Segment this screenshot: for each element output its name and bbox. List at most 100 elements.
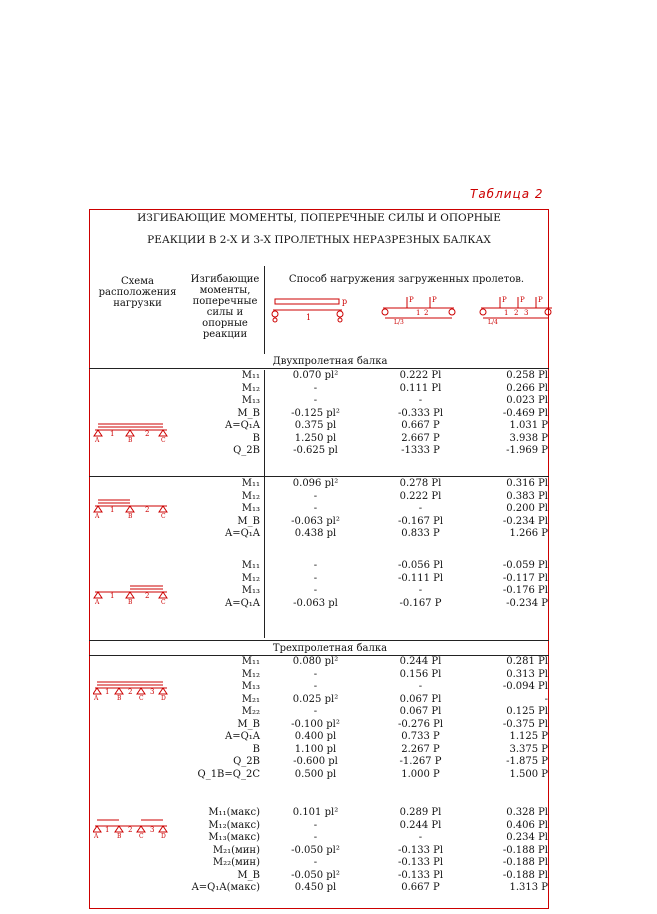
row-label: M₁₂ bbox=[241, 382, 260, 394]
table-cell: 0.200 Pl bbox=[506, 503, 548, 514]
table-cell: - bbox=[418, 503, 423, 514]
table-cell: -0.600 pl bbox=[293, 756, 338, 767]
svg-text:1: 1 bbox=[416, 309, 420, 317]
row-label: M₁₁ bbox=[241, 560, 260, 571]
table-cell: -0.111 Pl bbox=[397, 572, 444, 584]
svg-text:P: P bbox=[520, 296, 525, 304]
row-label: Q_2B bbox=[233, 756, 260, 767]
table-cell: -0.133 Pl bbox=[397, 844, 444, 856]
table-cell: 1.266 P bbox=[509, 528, 548, 539]
row-label: M₂₁(мин) bbox=[212, 844, 260, 856]
table-cell: - bbox=[313, 857, 318, 868]
table-cell: - bbox=[313, 819, 318, 831]
table-cell: 0.281 Pl bbox=[506, 656, 548, 667]
table-cell: 0.156 Pl bbox=[399, 668, 442, 680]
table-cell: 0.406 Pl bbox=[506, 819, 548, 831]
column-header-schema: Схема расположения нагрузки bbox=[98, 276, 177, 309]
svg-text:B: B bbox=[117, 695, 122, 700]
table-cell: -0.469 Pl bbox=[502, 407, 548, 419]
table-cell: - bbox=[313, 706, 318, 717]
row-label: M₁₂(макс) bbox=[208, 819, 260, 831]
table-cell: -0.117 Pl bbox=[502, 572, 548, 584]
table-cell: -0.176 Pl bbox=[502, 585, 548, 596]
table-label: Таблица 2 bbox=[470, 187, 544, 201]
table-cell: 2.667 P bbox=[401, 432, 440, 444]
svg-text:3: 3 bbox=[524, 309, 528, 317]
table-cell: 0.111 Pl bbox=[399, 382, 442, 394]
section-title-three-span: Трехпролетная балка bbox=[272, 643, 388, 654]
table-cell: -1.875 P bbox=[506, 756, 548, 767]
table-cell: - bbox=[313, 668, 318, 680]
svg-text:1: 1 bbox=[110, 592, 114, 600]
table-cell: 0.313 Pl bbox=[506, 668, 548, 680]
row-label: B bbox=[252, 432, 260, 444]
table-cell: - bbox=[313, 503, 318, 514]
row-label: M₂₁ bbox=[241, 693, 260, 705]
row-label: M_B bbox=[237, 515, 260, 527]
table-cell: -0.133 Pl bbox=[397, 869, 444, 881]
table-cell: -1.267 P bbox=[399, 756, 442, 767]
table-cell: 0.316 Pl bbox=[506, 478, 548, 489]
svg-text:2: 2 bbox=[514, 309, 518, 317]
table-cell: 0.234 Pl bbox=[506, 832, 548, 843]
table-cell: 1.031 P bbox=[509, 420, 548, 431]
svg-text:A: A bbox=[93, 833, 99, 838]
svg-text:2: 2 bbox=[145, 592, 149, 600]
table-cell: 0.080 pl² bbox=[292, 656, 339, 667]
table-cell: 0.383 Pl bbox=[506, 490, 548, 502]
svg-text:2: 2 bbox=[128, 688, 132, 696]
table-cell: -0.333 Pl bbox=[397, 407, 444, 419]
table-cell: 0.067 Pl bbox=[399, 693, 442, 705]
svg-text:3: 3 bbox=[150, 688, 154, 696]
table-cell: - bbox=[418, 832, 423, 843]
svg-text:2: 2 bbox=[145, 430, 149, 438]
table-cell: -0.125 pl² bbox=[291, 407, 340, 419]
svg-text:1: 1 bbox=[306, 313, 311, 322]
header-divider bbox=[264, 266, 265, 354]
svg-text:3: 3 bbox=[150, 826, 154, 834]
row-label: M₁₃ bbox=[241, 585, 260, 596]
svg-text:1: 1 bbox=[504, 309, 508, 317]
table-cell: -1333 P bbox=[401, 445, 440, 456]
table-cell: -0.188 Pl bbox=[502, 857, 548, 868]
row-label: A=Q₁A bbox=[224, 420, 260, 431]
table-cell: -0.167 P bbox=[399, 597, 442, 609]
row-label: M₁₃(макс) bbox=[208, 832, 260, 843]
table-cell: -0.133 Pl bbox=[397, 857, 444, 868]
svg-text:1: 1 bbox=[110, 506, 114, 514]
table-title-line1: ИЗГИБАЮЩИЕ МОМЕНТЫ, ПОПЕРЕЧНЫЕ СИЛЫ И ОП… bbox=[137, 212, 501, 224]
svg-text:C: C bbox=[139, 695, 144, 700]
svg-text:1: 1 bbox=[110, 430, 114, 438]
table-cell: 0.070 pl² bbox=[292, 370, 339, 381]
table-cell: -1.969 P bbox=[506, 445, 548, 456]
svg-text:D: D bbox=[161, 695, 166, 700]
row-label: A=Q₁A bbox=[224, 597, 260, 609]
row-label: M_B bbox=[237, 407, 260, 419]
table-cell: -0.375 Pl bbox=[502, 718, 548, 730]
column-header-moments: Изгибающие моменты, поперечные силы и опорн… bbox=[190, 274, 260, 340]
three-span-all-loaded-schema-icon: 1 2 3 A B C D bbox=[93, 681, 168, 700]
row-label: M₁₃ bbox=[241, 681, 260, 692]
table-cell: - bbox=[313, 681, 318, 692]
two-span-first-loaded-schema-icon: 1 2 A B C bbox=[93, 499, 168, 518]
table-cell: 0.222 Pl bbox=[399, 370, 442, 381]
table-cell: 0.733 P bbox=[401, 731, 440, 742]
table-cell: -0.056 Pl bbox=[397, 560, 444, 571]
table-cell: 1.313 P bbox=[509, 882, 548, 893]
table-cell: 0.833 P bbox=[401, 528, 440, 539]
svg-text:B: B bbox=[128, 599, 133, 604]
table-cell: 0.375 pl bbox=[294, 420, 337, 431]
section-rule bbox=[89, 655, 549, 656]
svg-text:1: 1 bbox=[105, 826, 109, 834]
svg-text:P: P bbox=[502, 296, 507, 304]
table-cell: 0.067 Pl bbox=[399, 706, 442, 717]
row-label: M₁₃ bbox=[241, 395, 260, 406]
row-label: Q_2B bbox=[233, 445, 260, 456]
table-cell: 0.278 Pl bbox=[399, 478, 442, 489]
table-cell: - bbox=[418, 395, 423, 406]
table-cell: -0.059 Pl bbox=[502, 560, 548, 571]
svg-text:B: B bbox=[128, 513, 133, 518]
two-span-second-loaded-schema-icon: 1 2 A B C bbox=[93, 585, 168, 604]
svg-text:P: P bbox=[409, 296, 414, 304]
row-label: A=Q₁A bbox=[224, 528, 260, 539]
